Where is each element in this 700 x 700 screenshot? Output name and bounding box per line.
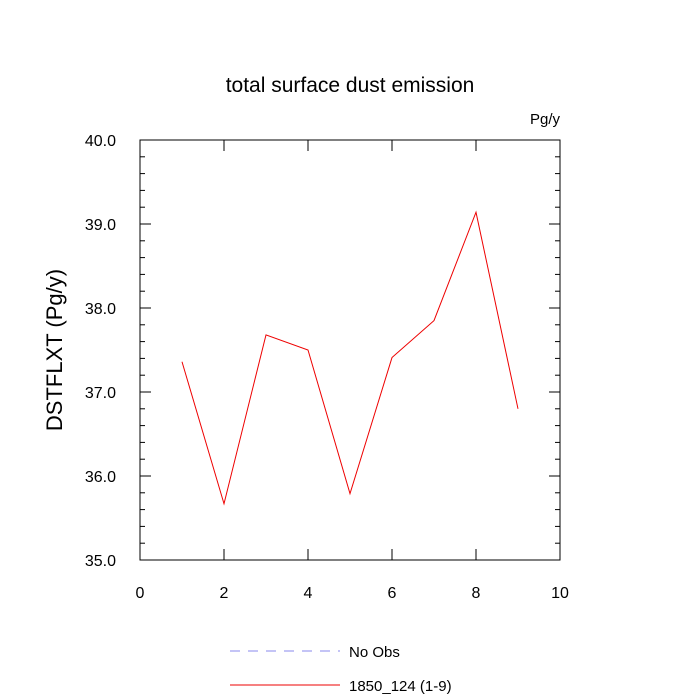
axis-ticks <box>139 139 561 561</box>
series-layer <box>181 210 519 506</box>
x-tick-label: 0 <box>136 585 145 602</box>
x-tick-label: 8 <box>472 585 481 602</box>
y-tick-label: 40.0 <box>85 133 116 150</box>
y-tick-label: 39.0 <box>85 217 116 234</box>
legend-label: 1850_124 (1-9) <box>349 678 452 695</box>
x-tick-label: 4 <box>304 585 313 602</box>
legend-label: No Obs <box>349 644 400 661</box>
y-tick-label: 37.0 <box>85 385 116 402</box>
x-tick-label: 2 <box>220 585 229 602</box>
chart-title: total surface dust emission <box>226 74 475 97</box>
x-tick-label: 6 <box>388 585 397 602</box>
y-tick-label: 36.0 <box>85 469 116 486</box>
y-tick-label: 35.0 <box>85 553 116 570</box>
legend: No Obs 1850_124 (1-9) <box>230 644 452 695</box>
y-tick-label: 38.0 <box>85 301 116 318</box>
y-axis-label: DSTFLXT (Pg/y) <box>42 269 67 431</box>
axis-tick-labels: 0 2 4 6 8 10 35.0 36.0 37.0 38.0 39.0 40.0 <box>85 133 569 602</box>
plot-frame <box>139 139 561 561</box>
x-tick-label: 10 <box>551 585 569 602</box>
series-line <box>181 210 519 506</box>
units-label: Pg/y <box>530 111 561 128</box>
